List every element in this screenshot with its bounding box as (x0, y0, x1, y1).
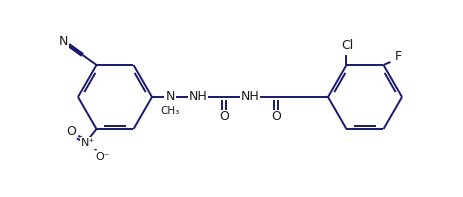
Text: O⁻: O⁻ (95, 152, 110, 162)
Text: N: N (59, 35, 68, 48)
Text: F: F (394, 50, 401, 63)
Text: Cl: Cl (341, 39, 353, 52)
Text: NH: NH (240, 90, 259, 103)
Text: O: O (270, 111, 280, 124)
Text: N⁺: N⁺ (81, 138, 95, 148)
Text: CH₃: CH₃ (160, 106, 179, 116)
Text: NH: NH (188, 90, 207, 103)
Text: N: N (165, 90, 174, 103)
Text: O: O (219, 111, 228, 124)
Text: O: O (66, 125, 76, 138)
